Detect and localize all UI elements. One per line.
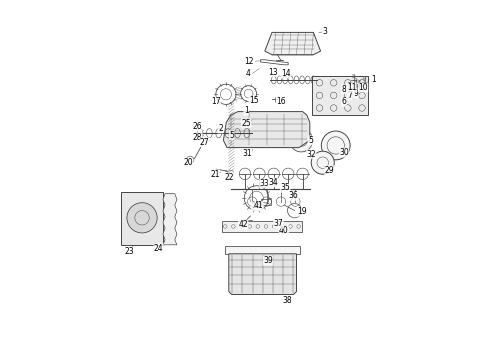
Text: 14: 14 xyxy=(281,69,291,78)
Text: 22: 22 xyxy=(224,173,234,182)
Text: 34: 34 xyxy=(268,178,278,187)
Text: 42: 42 xyxy=(239,220,248,229)
Text: 29: 29 xyxy=(325,166,334,175)
Circle shape xyxy=(127,203,157,233)
Text: 38: 38 xyxy=(283,297,293,305)
Bar xyxy=(233,117,286,147)
Text: 28: 28 xyxy=(193,133,202,142)
Text: 3: 3 xyxy=(322,27,327,36)
Polygon shape xyxy=(223,112,310,148)
Text: 25: 25 xyxy=(241,119,251,128)
Text: 37: 37 xyxy=(273,220,283,229)
Bar xyxy=(121,192,163,245)
Text: 19: 19 xyxy=(297,207,307,216)
Circle shape xyxy=(311,151,334,174)
Text: 1: 1 xyxy=(371,75,376,84)
Text: 36: 36 xyxy=(289,192,298,200)
Text: 30: 30 xyxy=(339,148,349,157)
Text: 24: 24 xyxy=(154,244,163,253)
Text: 1: 1 xyxy=(244,107,248,116)
Text: 11: 11 xyxy=(347,84,356,93)
Text: 33: 33 xyxy=(259,179,269,188)
Text: 31: 31 xyxy=(242,149,251,158)
Text: 40: 40 xyxy=(279,226,289,235)
Circle shape xyxy=(290,129,313,152)
Bar xyxy=(261,199,271,205)
Circle shape xyxy=(321,131,350,160)
Text: 26: 26 xyxy=(193,122,202,131)
Text: 21: 21 xyxy=(210,170,220,179)
Bar xyxy=(225,246,300,254)
Text: 13: 13 xyxy=(268,68,278,77)
Text: 2: 2 xyxy=(218,124,223,133)
Text: 15: 15 xyxy=(249,96,258,105)
Text: 4: 4 xyxy=(245,69,250,78)
Polygon shape xyxy=(163,194,177,245)
Text: 20: 20 xyxy=(183,158,193,167)
Text: 6: 6 xyxy=(342,98,346,107)
Polygon shape xyxy=(229,254,296,294)
Text: 18: 18 xyxy=(251,202,261,210)
Text: 9: 9 xyxy=(353,89,358,98)
Text: 16: 16 xyxy=(276,97,286,106)
Text: 10: 10 xyxy=(358,83,368,92)
Bar xyxy=(312,76,368,115)
Text: 35: 35 xyxy=(280,184,290,193)
Text: 39: 39 xyxy=(263,256,273,265)
Text: 5: 5 xyxy=(229,131,234,140)
Text: 12: 12 xyxy=(244,57,253,66)
Text: 7: 7 xyxy=(347,91,352,100)
Text: 41: 41 xyxy=(254,202,264,210)
Text: 27: 27 xyxy=(200,138,210,147)
Text: 5: 5 xyxy=(308,136,313,145)
Bar xyxy=(221,221,302,232)
Text: 17: 17 xyxy=(211,97,221,106)
Text: 23: 23 xyxy=(125,248,135,256)
Polygon shape xyxy=(265,32,320,55)
Text: 8: 8 xyxy=(342,85,346,94)
Text: 32: 32 xyxy=(306,150,316,159)
